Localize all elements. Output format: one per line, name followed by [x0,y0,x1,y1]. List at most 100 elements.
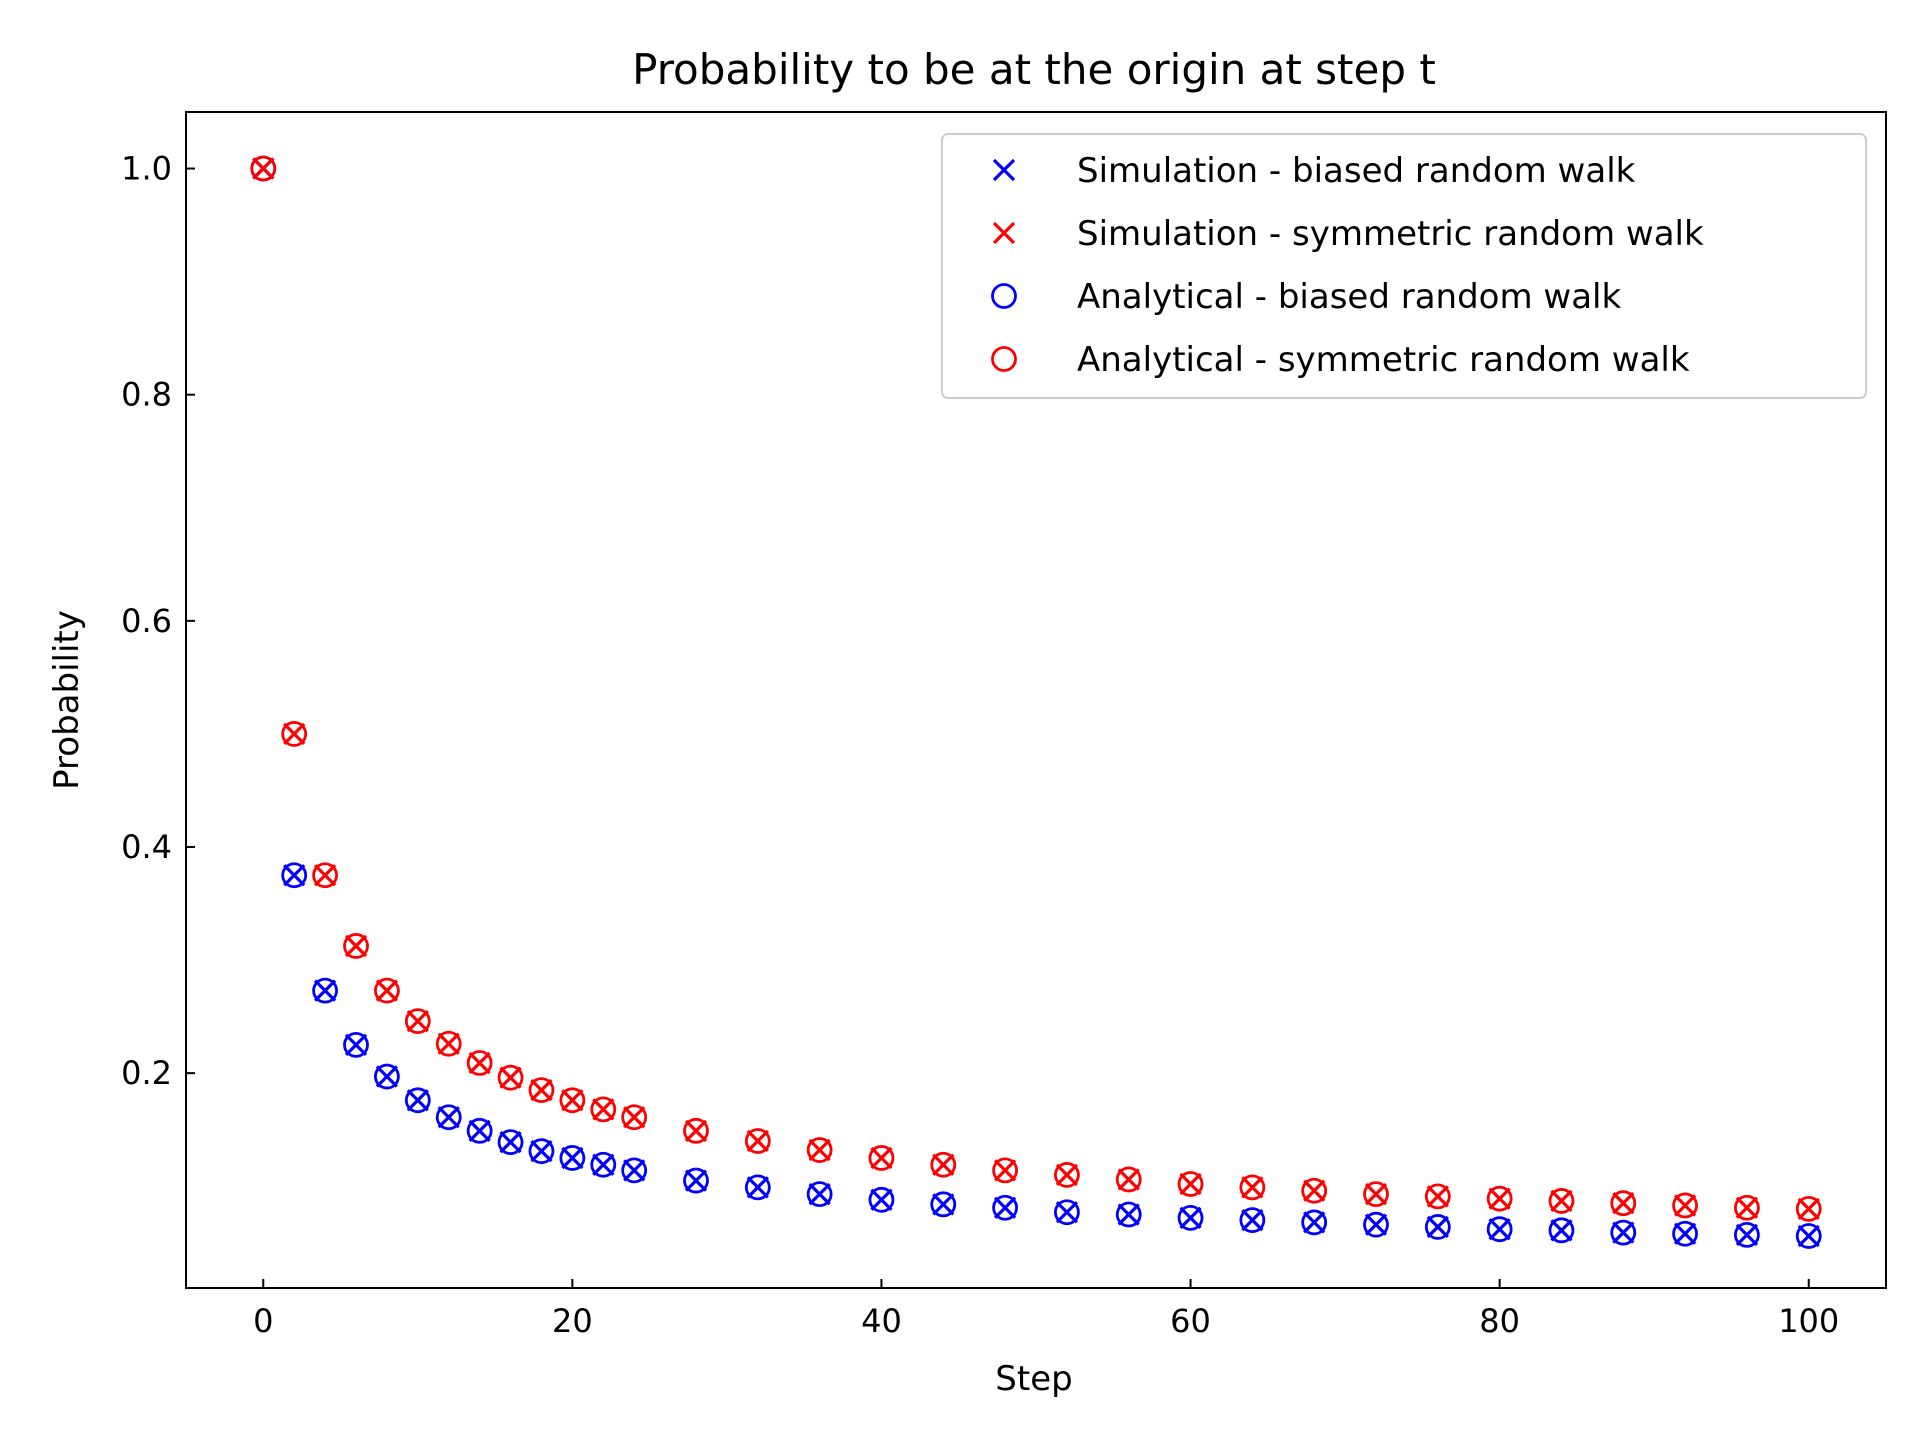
data-point [1054,1162,1080,1188]
data-point [344,1033,368,1057]
data-point [437,1106,460,1129]
data-point [1117,1168,1140,1191]
data-point [252,157,275,180]
data-point [1550,1219,1573,1242]
data-point [530,1078,553,1102]
data-point [1055,1201,1079,1224]
data-point [561,1089,584,1112]
data-point [1303,1179,1326,1202]
data-point [592,1153,615,1176]
data-point [1610,1190,1637,1217]
data-point [1672,1220,1698,1247]
data-point [1673,1222,1697,1245]
data-point [528,1077,555,1104]
y-tick-label: 0.4 [121,828,172,866]
data-point [1548,1188,1575,1214]
data-point [1612,1192,1635,1215]
data-point [1734,1221,1760,1248]
data-point [1488,1218,1511,1241]
y-axis-label: Probability [47,610,87,790]
data-point [499,1130,522,1154]
data-point [375,979,399,1002]
data-point [1364,1213,1388,1236]
data-point [1117,1203,1140,1226]
data-point [1734,1194,1760,1221]
data-point [404,1008,431,1035]
data-point [468,1119,491,1142]
data-point [806,1181,833,1208]
data-point [343,933,369,959]
data-point [466,1050,493,1076]
data-point [870,1146,893,1170]
plot-frame [185,111,1887,1289]
data-point [1424,1214,1451,1240]
legend-marker [992,221,1016,245]
data-point [1301,1177,1328,1204]
data-point [530,1140,553,1163]
series-analytical-2 [250,155,1822,1249]
data-point [375,1065,399,1088]
data-point [1673,1194,1697,1217]
data-point [1363,1181,1389,1208]
data-point [1488,1187,1511,1210]
x-axis-label: Step [995,1359,1072,1399]
plot-area [250,155,1822,1249]
data-point [1241,1176,1264,1199]
data-point [281,862,308,889]
data-point [1795,1223,1822,1249]
data-point [1486,1216,1513,1243]
data-point [406,1089,429,1112]
legend-marker [992,158,1016,182]
legend-label: Simulation - symmetric random walk [1077,214,1704,254]
data-point [623,1106,646,1129]
x-tick-label: 40 [861,1302,902,1340]
data-point [1179,1172,1202,1196]
data-point [312,977,338,1004]
legend-item: Analytical - symmetric random walk [991,340,1690,380]
chart-title: Probability to be at the origin at step … [632,45,1436,94]
data-point [1797,1224,1820,1248]
data-point [932,1153,955,1176]
data-point [1424,1183,1451,1210]
y-tick-label: 0.6 [121,602,172,640]
data-point [1364,1183,1388,1206]
x-tick-label: 100 [1778,1302,1839,1340]
data-point [1177,1204,1204,1231]
data-point [993,1196,1017,1219]
x-tick-label: 0 [253,1302,273,1340]
data-point [746,1176,769,1199]
data-point [1426,1185,1449,1208]
legend-item: Simulation - biased random walk [992,151,1636,191]
data-point [313,979,337,1002]
data-point [559,1087,586,1114]
data-point [499,1066,522,1089]
data-point [497,1129,524,1156]
data-point [930,1191,957,1218]
legend-label: Analytical - symmetric random walk [1077,340,1690,380]
data-point [684,1119,708,1142]
data-point [590,1151,617,1178]
data-point [932,1193,955,1216]
legend-label: Analytical - biased random walk [1077,277,1621,317]
data-point [406,1010,429,1033]
data-point [528,1138,555,1165]
x-tick-label: 60 [1170,1302,1211,1340]
data-point [930,1151,957,1178]
data-point [1303,1211,1326,1234]
series-simulation-1 [252,157,1820,1220]
legend-item: Simulation - symmetric random walk [992,214,1704,254]
data-point [435,1030,462,1057]
data-point [683,1117,709,1144]
data-point [1735,1223,1759,1246]
data-point [1486,1185,1513,1212]
data-point [283,722,306,746]
data-point [1735,1196,1759,1219]
data-point [1672,1192,1698,1219]
data-point [1115,1201,1142,1228]
y-tick-label: 1.0 [121,150,172,188]
data-point [250,155,277,182]
data-point [746,1129,769,1153]
y-axis: 0.2 0.4 0.6 0.8 1.0 [121,150,195,1092]
data-point [808,1183,831,1206]
